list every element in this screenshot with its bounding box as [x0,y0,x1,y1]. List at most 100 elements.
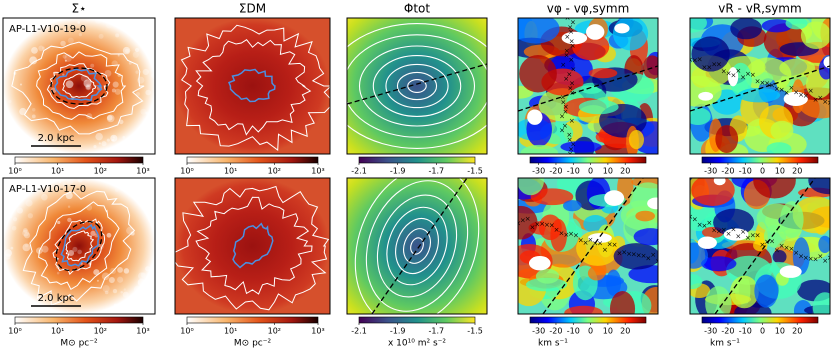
colorbar-tick-label: -20 [721,167,734,176]
ridge-marker: × [721,226,727,234]
colorbar-tick-label: 10¹ [224,327,237,336]
speckle [106,307,114,314]
ridge-marker: × [560,61,566,69]
ridge-marker: × [731,225,737,233]
colorbar-tick-label: -30 [532,167,545,176]
ridge-marker: × [567,84,573,92]
ridge-marker: × [569,117,575,125]
speckle [85,83,92,91]
speckle [64,59,67,62]
speckle [3,33,6,39]
major-axis [371,178,468,314]
map-panel [175,18,330,154]
ridge-marker: × [515,219,521,227]
speckle [130,231,135,236]
speckle [145,266,151,272]
speckle [151,45,155,51]
colorbar-tick-label: 20 [620,167,630,176]
map-panel [347,178,487,314]
colorbar [701,156,819,164]
speckle [25,244,29,248]
speckle [62,182,67,186]
speckle [122,136,126,139]
blob [550,218,567,252]
speckle [117,276,124,283]
speckle [31,114,36,119]
ridge-marker: × [784,244,790,252]
speckle [115,188,119,192]
panel-frame [689,17,831,155]
speckle [112,288,118,294]
speckle [101,141,107,147]
ridge-marker: × [567,150,573,158]
blob [633,228,658,246]
speckle [7,119,15,126]
colorbar-tick-label: 10¹ [224,167,237,176]
panel-frame [2,177,156,315]
contour [195,196,313,295]
colorbar-tick-label: 10³ [311,327,324,336]
ridge-marker: × [592,240,598,248]
ridge-marker: × [631,251,637,259]
speckle [3,205,7,211]
blob [519,55,557,93]
colorbar-tick-label: -2.1 [351,327,367,336]
colorbar-tick-label: -1.5 [467,327,483,336]
panel-title: vR - vR,symm [718,2,801,16]
ridge-marker: × [621,248,627,256]
speckle [12,217,18,222]
speckle [101,272,110,281]
contour [65,230,95,262]
colorbar-tick-label: 0 [760,327,765,336]
ridge-marker: × [560,94,566,102]
ridge-marker: × [692,57,698,65]
contour [62,73,97,98]
ridge-marker: × [793,249,799,257]
ridge-marker: × [687,213,693,221]
major-axis [714,178,816,314]
colorbar-tick-label: -20 [549,167,562,176]
speckle [67,205,71,208]
contour [403,228,431,264]
contour [52,218,106,275]
blob [578,99,619,115]
blob [754,274,779,308]
colorbar-tick-label: -20 [721,327,734,336]
ridge-marker: × [808,87,814,95]
ridge-marker: × [567,136,573,144]
panel-title: Σ⋆ [71,2,86,16]
ridge-marker: × [559,112,565,120]
speckle [11,225,17,231]
blob [766,142,792,154]
ridge-marker: × [750,71,756,79]
ridge-marker: × [774,85,780,93]
speckle [25,199,33,207]
speckle [22,243,31,252]
ridge-marker: × [692,215,698,223]
colorbar-tick-label: 10² [268,167,281,176]
ridge-marker: × [636,252,642,260]
blob [800,21,830,49]
blank [713,178,726,186]
ridge-marker: × [570,66,576,74]
blob [729,275,759,309]
blank [779,265,802,278]
speckle [10,246,14,250]
speckle [25,297,29,301]
speckle [96,279,99,282]
speckle [108,276,115,284]
speckle [151,204,154,207]
speckle [106,114,113,121]
speckle [4,249,12,257]
colorbar [14,156,144,164]
colorbar-tick-label: 10⁰ [8,327,21,336]
speckle [65,80,74,89]
speckle [135,91,140,97]
blank [647,197,658,210]
contour [347,34,487,138]
blank [585,24,605,40]
speckle [112,81,119,88]
colorbar-tick-label: 10² [94,327,107,336]
speckle [123,268,130,274]
contour [175,185,330,311]
